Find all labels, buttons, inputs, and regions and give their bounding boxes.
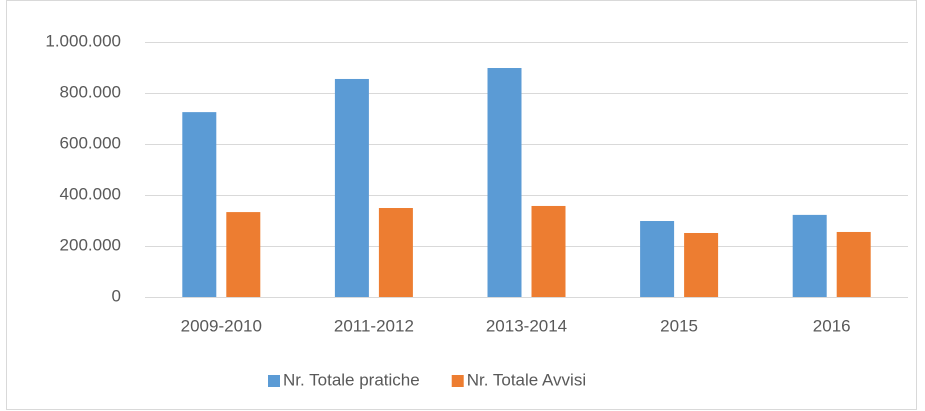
- legend-label: Nr. Totale Avvisi: [467, 370, 586, 389]
- legend-swatch: [268, 375, 280, 387]
- bar: [487, 68, 522, 297]
- bar: [684, 232, 719, 297]
- legend-label: Nr. Totale pratiche: [283, 370, 420, 389]
- x-tick-label: 2011-2012: [334, 316, 414, 335]
- chart-border: [6, 0, 917, 410]
- legend-swatch: [451, 375, 464, 387]
- y-tick-label: 200.000: [60, 235, 121, 254]
- bar: [640, 221, 675, 297]
- bar: [182, 112, 217, 297]
- y-tick-label: 1.000.000: [45, 31, 121, 50]
- y-tick-label: 600.000: [60, 133, 121, 152]
- y-tick-label: 400.000: [60, 184, 121, 203]
- x-tick-label: 2009-2010: [181, 316, 262, 335]
- y-tick-label: 800.000: [60, 82, 121, 101]
- bar: [378, 208, 413, 297]
- bar: [531, 205, 566, 297]
- bar: [792, 214, 827, 297]
- x-tick-label: 2015: [660, 316, 698, 335]
- x-tick-label: 2016: [813, 316, 851, 335]
- y-tick-label: 0: [112, 286, 121, 305]
- x-tick-label: 2013-2014: [486, 316, 567, 335]
- bar: [226, 212, 261, 297]
- bar: [836, 231, 871, 297]
- bar: [334, 78, 369, 297]
